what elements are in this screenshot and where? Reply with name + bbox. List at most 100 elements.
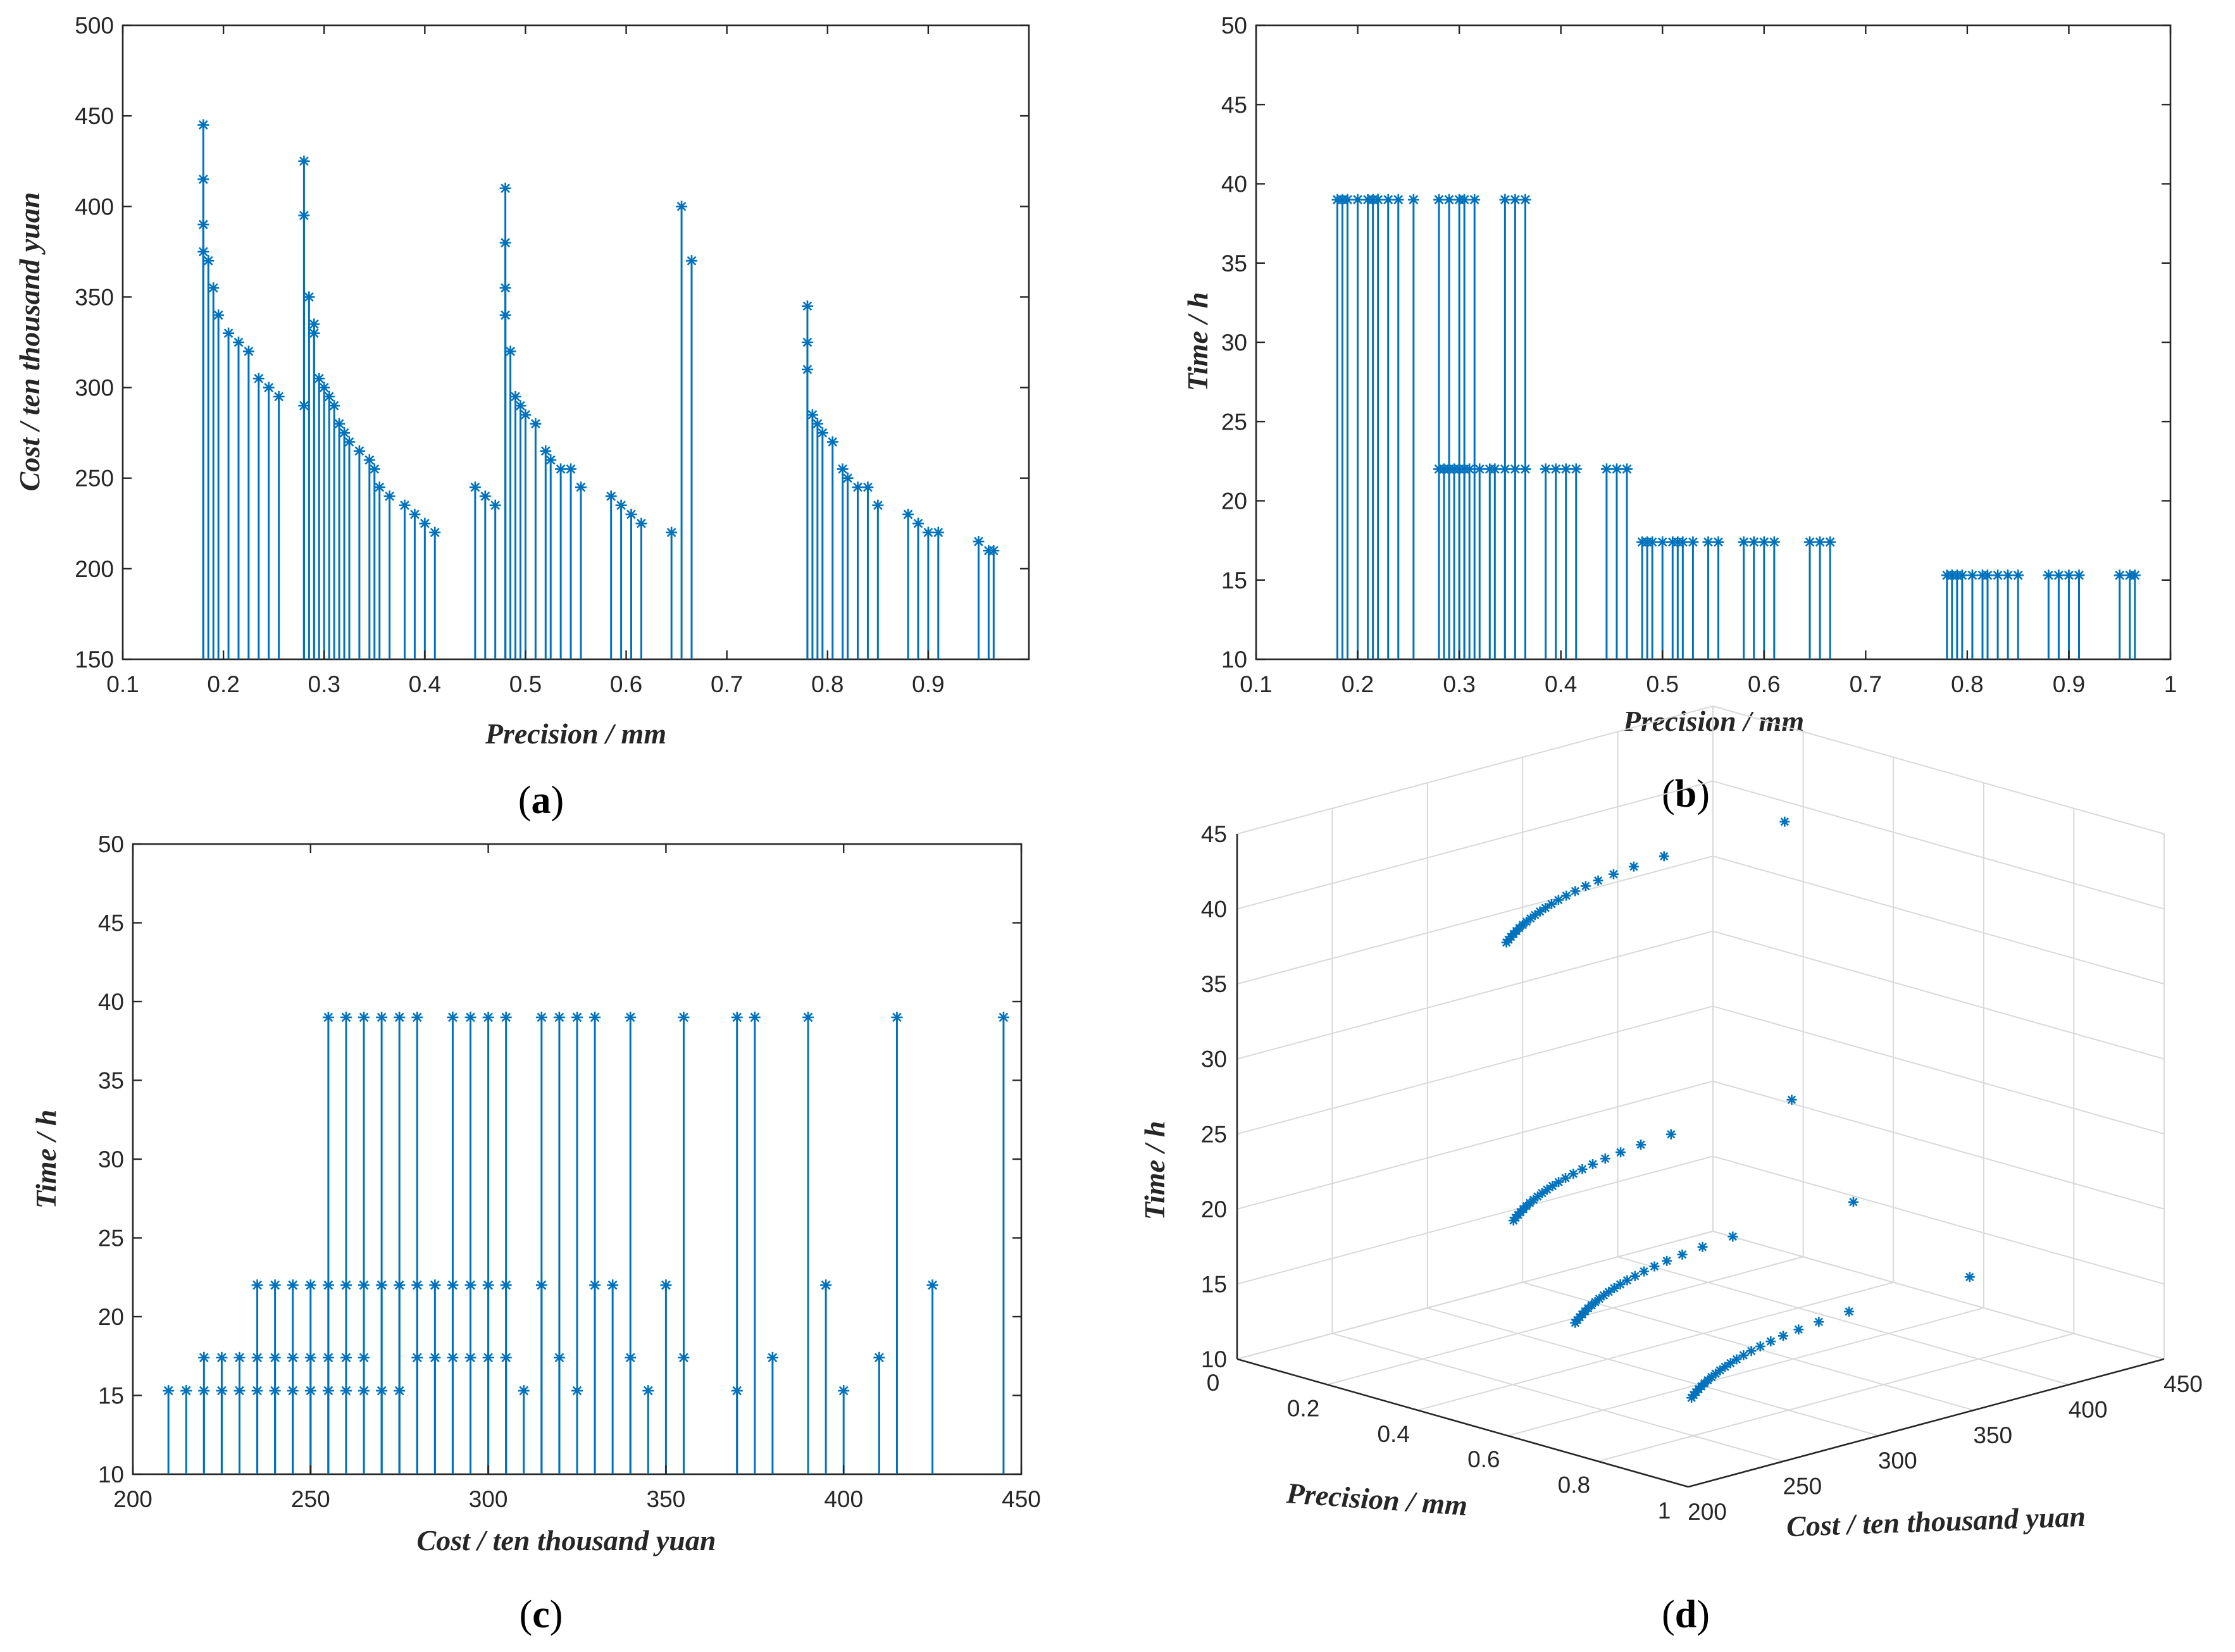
- panel-c-marker: [891, 1011, 903, 1023]
- panel-b-marker: [1610, 463, 1622, 475]
- panel-d-point: [1662, 1255, 1672, 1266]
- panel-d-precision-tick-label: 0: [1207, 1370, 1220, 1396]
- panel-a-marker: [862, 481, 874, 494]
- panel-d-wall-grid-z: [1236, 780, 1714, 910]
- panel-a-y-tick-label: 250: [75, 466, 114, 492]
- panel-d-point: [1616, 1147, 1626, 1158]
- panel-d-wall2-grid-z: [1712, 1080, 2165, 1210]
- panel-d-precision-tick-label: 1: [1658, 1498, 1671, 1524]
- panel-a-marker: [339, 427, 351, 439]
- panel-b-marker: [1982, 569, 1993, 581]
- panel-c-marker: [269, 1351, 281, 1363]
- panel-d-floor-grid-precision: [1327, 1256, 1803, 1386]
- panel-a-x-tick-label: 0.3: [308, 671, 340, 697]
- panel-d-z-tick-label: 15: [1201, 1271, 1227, 1297]
- panel-d-point: [1765, 1336, 1776, 1347]
- panel-c-marker: [322, 1385, 334, 1397]
- panel-d-point: [1501, 937, 1512, 948]
- panel-a-marker: [565, 463, 577, 475]
- panel-d-z-tick-label: 35: [1201, 971, 1227, 997]
- panel-a-marker: [801, 300, 813, 312]
- panel-c-marker: [625, 1351, 637, 1363]
- panel-c-marker: [997, 1011, 1009, 1023]
- panel-d-wall2-grid-z: [1712, 1155, 2165, 1285]
- panel-a-marker: [685, 255, 697, 267]
- panel-c-marker: [411, 1279, 423, 1291]
- panel-a-x-tick-label: 0.7: [711, 671, 743, 697]
- panel-d-points: [1501, 816, 1975, 1403]
- panel-c-marker: [251, 1279, 263, 1291]
- panel-b-x-tick-label: 0.2: [1342, 671, 1374, 697]
- panel-d-precision-axis: [1236, 1358, 1689, 1488]
- panel-c-caption: (c): [520, 1593, 563, 1636]
- panel-a-marker: [333, 418, 346, 430]
- panel-d-caption: (d): [1662, 1593, 1710, 1636]
- panel-d-point: [1587, 1158, 1598, 1169]
- panel-c-marker: [500, 1351, 512, 1363]
- panel-a-marker: [429, 526, 441, 538]
- panel-b-marker: [2129, 569, 2141, 581]
- panel-d-point: [1622, 1275, 1633, 1286]
- panel-a-marker: [615, 499, 627, 511]
- panel-d-ylabel: Cost / ten thousand yuan: [1786, 1500, 2086, 1543]
- panel-c-marker: [766, 1351, 778, 1363]
- panel-c-marker: [198, 1351, 210, 1363]
- panel-a-marker: [399, 499, 411, 511]
- panel-a-marker: [298, 155, 310, 167]
- panel-d-z-tick-label: 40: [1201, 897, 1227, 922]
- panel-a-marker: [479, 490, 491, 502]
- panel-a-y-tick-label: 200: [75, 556, 114, 582]
- panel-c-marker: [233, 1385, 246, 1397]
- panel-c-marker: [251, 1385, 263, 1397]
- panel-b-y-tick-label: 20: [1221, 488, 1247, 514]
- panel-a-marker: [308, 327, 320, 339]
- panel-b-x-tick-label: 0.3: [1443, 671, 1475, 697]
- panel-a-marker: [318, 382, 330, 394]
- panel-b-marker: [1570, 463, 1582, 475]
- panel-d-wall-grid-z: [1236, 1231, 1714, 1360]
- panel-b-marker: [1433, 194, 1445, 206]
- panel-a-marker: [419, 518, 431, 530]
- panel-b-time-vs-precision: 0.1 0.2 0.3 0.4 0.5 0.6 0.7 0.8 0.9 1 10 15 20 25 30 3…: [1181, 13, 2177, 816]
- panel-b-marker: [2114, 569, 2126, 581]
- panel-c-x-tick-label: 350: [647, 1486, 686, 1512]
- panel-d-wall-grid-z: [1236, 705, 1714, 835]
- panel-b-x-tick-label: 0.6: [1748, 671, 1780, 697]
- panel-c-marker: [340, 1351, 352, 1363]
- panel-b-marker: [1966, 569, 1978, 581]
- panel-c-marker: [304, 1279, 316, 1291]
- panel-d-point: [1786, 1095, 1797, 1105]
- panel-c-marker: [482, 1279, 494, 1291]
- panel-c-x-tick-label: 200: [113, 1486, 153, 1512]
- panel-b-x-tick-label: 0.8: [1951, 671, 1983, 697]
- panel-a-marker: [842, 472, 854, 484]
- panel-d-point: [1697, 1241, 1708, 1252]
- panel-d-point: [1659, 851, 1669, 862]
- panel-d-wall2-grid-z: [1712, 1231, 2165, 1360]
- panel-d-point: [1793, 1324, 1804, 1335]
- panel-c-marker: [535, 1279, 547, 1291]
- panel-c-marker: [838, 1385, 850, 1397]
- panel-a-y-tick-label: 150: [75, 647, 114, 673]
- panel-d-precision-tick-label: 0.6: [1467, 1446, 1500, 1472]
- panel-d-point: [1560, 1172, 1571, 1183]
- panel-a-marker: [383, 490, 395, 502]
- panel-c-caption-letter: c: [532, 1593, 550, 1636]
- panel-a-marker: [988, 545, 1000, 557]
- panel-c-marker: [322, 1279, 334, 1291]
- panel-b-marker: [2063, 569, 2075, 581]
- panel-b-marker: [1519, 194, 1531, 206]
- panel-d-3d-scatter: 0 0.2 0.4 0.6 0.8 1 200 250 300 350 400 450 10 15 20 25…: [1138, 705, 2203, 1636]
- panel-c-y-tick-label: 35: [98, 1068, 124, 1094]
- panel-c-x-tick-label: 300: [469, 1486, 508, 1512]
- panel-b-marker: [1647, 536, 1659, 548]
- panel-d-point: [1746, 1346, 1757, 1357]
- panel-d-point: [1553, 895, 1564, 905]
- panel-c-marker: [625, 1011, 637, 1023]
- panel-a-marker: [922, 526, 934, 538]
- panel-d-cost-tick-label: 200: [1688, 1499, 1727, 1525]
- panel-d-floor-grid-precision: [1598, 1332, 2074, 1462]
- panel-c-marker: [394, 1011, 406, 1023]
- panel-b-marker: [1499, 463, 1511, 475]
- panel-b-marker: [2002, 569, 2014, 581]
